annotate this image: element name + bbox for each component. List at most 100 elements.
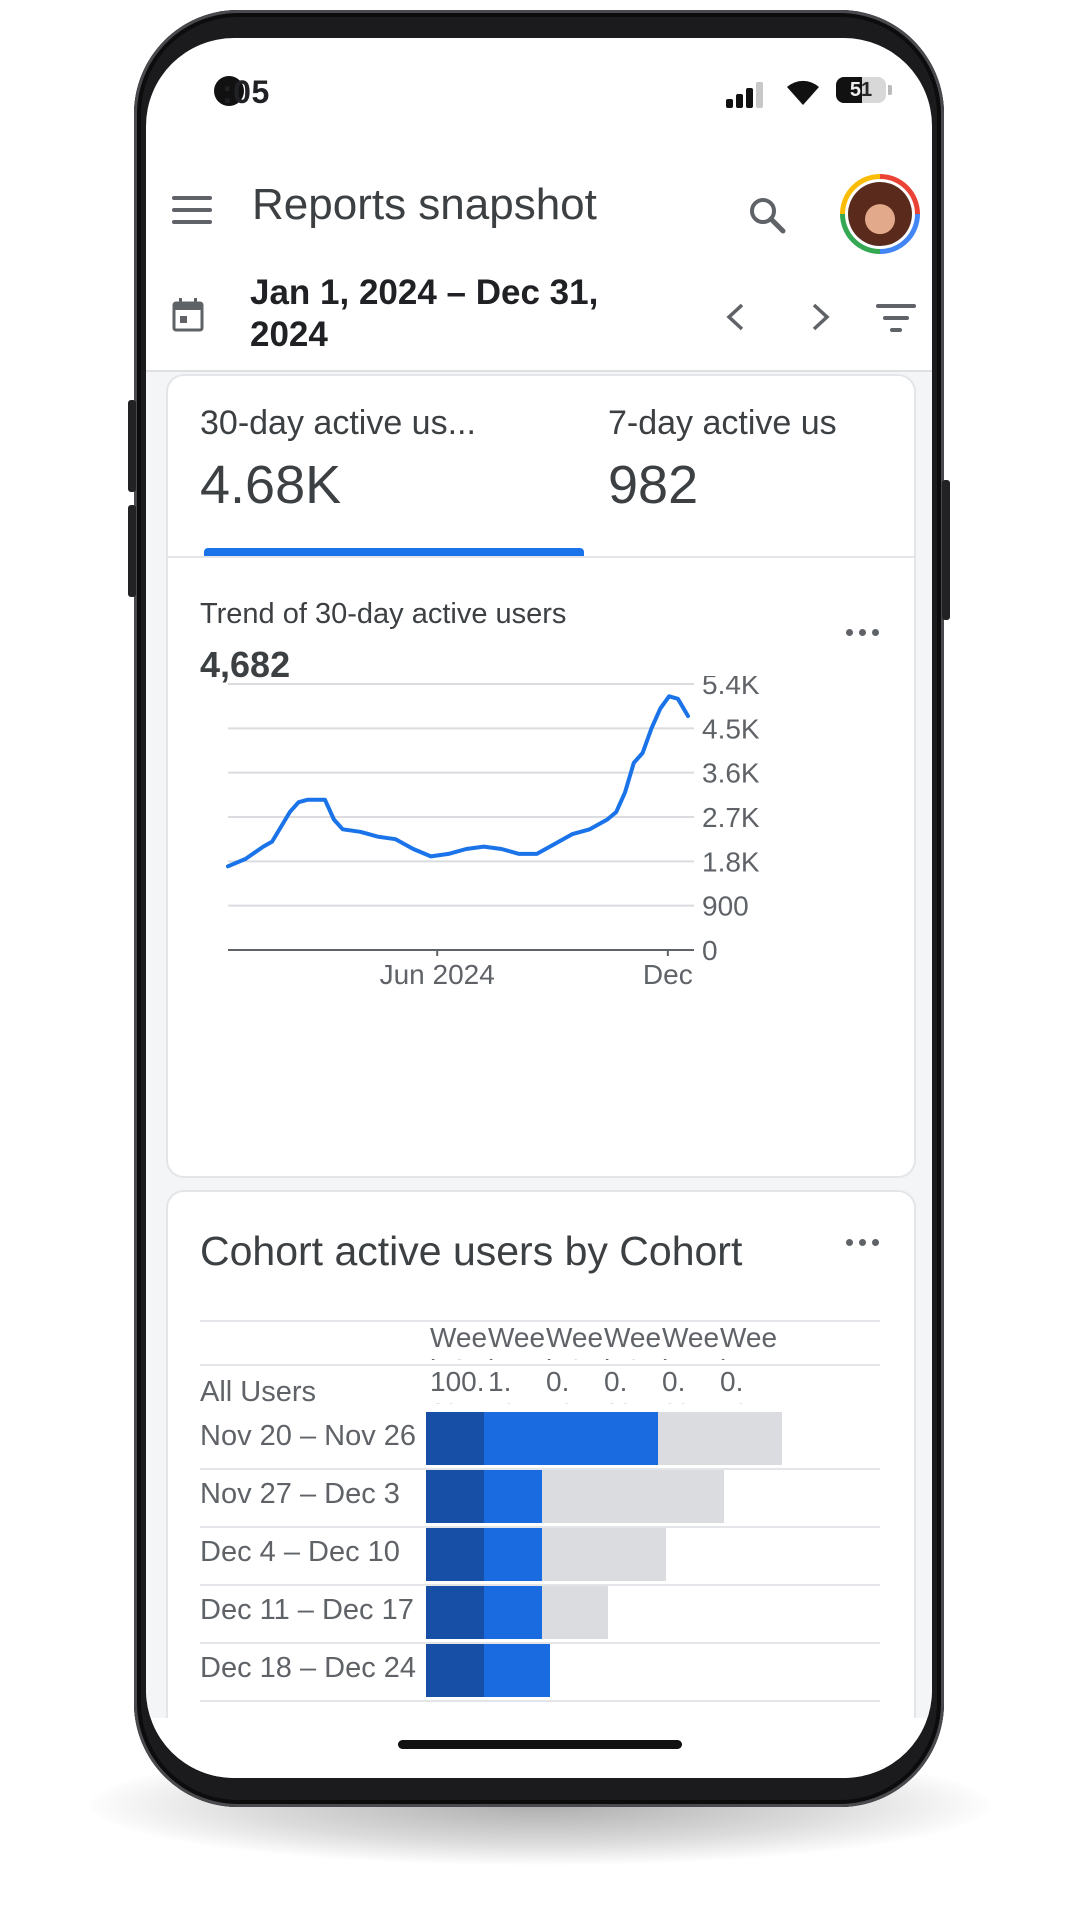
cohort-table: Week 0Week 1Week 2Week 3Week 4Week 5 All …	[168, 1192, 914, 1718]
metric-value-7-day: 982	[608, 455, 699, 515]
home-bar-area	[146, 1718, 932, 1778]
calendar-icon[interactable]	[172, 298, 204, 332]
active-users-card: 30-day active us... 4.68K 7-day active u…	[166, 374, 916, 1178]
action-button	[128, 400, 136, 492]
all-users-retention: 0.4%	[546, 1366, 586, 1404]
all-users-label: All Users	[200, 1376, 317, 1408]
chevron-left-icon[interactable]	[724, 302, 746, 332]
battery-tip	[888, 85, 892, 95]
table-rule	[200, 1700, 880, 1702]
phone-frame: :05 51 Reports snapshot	[128, 10, 950, 1807]
heatmap-cell	[542, 1412, 608, 1465]
cohort-row-label: Nov 20 – Nov 26	[200, 1420, 417, 1452]
heatmap-cell	[658, 1470, 724, 1523]
chart-total: 4,682	[200, 644, 291, 685]
camera-cutout	[214, 76, 244, 106]
wifi-icon	[787, 80, 819, 105]
cohort-title: Cohort active users by Cohort	[200, 1228, 743, 1274]
heatmap-cell	[484, 1528, 550, 1581]
heatmap-cell	[484, 1470, 550, 1523]
heatmap-cell	[542, 1528, 608, 1581]
metric-value-30-day: 4.68K	[200, 455, 342, 515]
y-tick-label: 0	[702, 935, 718, 966]
heatmap-cell	[600, 1412, 666, 1465]
status-time: :05	[222, 74, 270, 110]
menu-icon[interactable]	[172, 196, 212, 226]
battery-level: 51	[849, 79, 873, 101]
date-range-text[interactable]: Jan 1, 2024 – Dec 31, 2024	[250, 273, 599, 354]
y-tick-label: 3.6K	[702, 758, 760, 789]
x-tick-label: Jun 2024	[380, 959, 495, 990]
cellular-signal-icon	[726, 80, 772, 108]
heatmap-cell	[716, 1412, 782, 1465]
y-tick-label: 1.8K	[702, 846, 760, 877]
account-avatar[interactable]	[840, 174, 920, 254]
all-users-retention: 0.2%	[662, 1366, 702, 1404]
tab-30-day-active-users[interactable]: 30-day active us... 4.68K	[168, 376, 608, 558]
table-rule	[200, 1468, 880, 1470]
date-range-bar: Jan 1, 2024 – Dec 31, 2024	[146, 264, 932, 373]
table-row[interactable]: Dec 18 – Dec 24	[168, 1642, 914, 1700]
heatmap-cell	[484, 1586, 550, 1639]
table-rule	[200, 1364, 880, 1366]
heatmap-cell	[542, 1470, 608, 1523]
y-tick-label: 900	[702, 891, 749, 922]
heatmap-cell	[658, 1412, 724, 1465]
report-content: 30-day active us... 4.68K 7-day active u…	[146, 372, 932, 1718]
cohort-row-label: Nov 27 – Dec 3	[200, 1478, 400, 1510]
all-users-retention: 100.0%	[430, 1366, 485, 1404]
metric-label-30-day: 30-day active us...	[200, 404, 476, 442]
all-users-retention: 0.6%	[604, 1366, 644, 1404]
week-column-header: Week 4	[662, 1322, 720, 1360]
all-users-retention: 0.1%	[720, 1366, 760, 1404]
chevron-right-icon[interactable]	[810, 302, 832, 332]
cohort-more-options-icon[interactable]	[844, 1236, 884, 1248]
volume-up-button	[128, 505, 136, 597]
trend-line-chart: 5.4K 4.5K 3.6K 2.7K 1.8K 900 0 Jun 2024 Dec	[226, 676, 760, 990]
page-title: Reports snapshot	[252, 180, 597, 229]
selected-tab-indicator	[204, 548, 584, 556]
heatmap-cell	[426, 1412, 492, 1465]
week-column-header: Week 2	[546, 1322, 604, 1360]
avatar	[845, 179, 915, 249]
tab-divider	[168, 556, 914, 558]
table-row[interactable]: Nov 20 – Nov 26	[168, 1410, 914, 1468]
filter-icon[interactable]	[876, 304, 916, 334]
y-tick-label: 5.4K	[702, 676, 760, 700]
heatmap-cell	[600, 1470, 666, 1523]
table-rule	[200, 1642, 880, 1644]
heatmap-cell	[542, 1586, 608, 1639]
metric-label-7-day: 7-day active us	[608, 404, 837, 442]
table-row[interactable]: Nov 27 – Dec 3	[168, 1468, 914, 1526]
week-column-header: Week 5	[720, 1322, 778, 1360]
battery-icon: 51	[836, 77, 886, 103]
search-icon[interactable]	[746, 194, 788, 236]
more-options-icon[interactable]	[844, 626, 884, 638]
tab-7-day-active-users[interactable]: 7-day active us 982	[608, 376, 914, 558]
power-button	[942, 480, 950, 620]
table-row[interactable]: Dec 4 – Dec 10	[168, 1526, 914, 1584]
table-rule	[200, 1320, 880, 1322]
heatmap-cell	[426, 1528, 492, 1581]
x-tick-label: Dec	[643, 959, 693, 990]
cohort-card: Cohort active users by Cohort Week 0Week…	[166, 1190, 916, 1718]
table-rule	[200, 1526, 880, 1528]
home-indicator[interactable]	[398, 1740, 682, 1749]
table-rule	[200, 1584, 880, 1586]
series-line	[226, 694, 690, 869]
app-bar: Reports snapshot	[146, 148, 932, 264]
battery-fill	[836, 77, 862, 103]
avatar-photo	[848, 182, 912, 246]
chart-title: Trend of 30-day active users	[200, 598, 567, 630]
cohort-row-label: Dec 4 – Dec 10	[200, 1536, 400, 1568]
status-bar: :05 51	[146, 38, 932, 148]
heatmap-cell	[484, 1412, 550, 1465]
y-tick-label: 4.5K	[702, 713, 760, 744]
week-column-header: Week 1	[488, 1322, 546, 1360]
week-column-header: Week 3	[604, 1322, 662, 1360]
heatmap-cell	[426, 1470, 492, 1523]
heatmap-cell	[426, 1644, 492, 1697]
table-row[interactable]: Dec 11 – Dec 17	[168, 1584, 914, 1642]
all-users-retention: 1.1%	[488, 1366, 528, 1404]
y-tick-label: 2.7K	[702, 802, 760, 833]
